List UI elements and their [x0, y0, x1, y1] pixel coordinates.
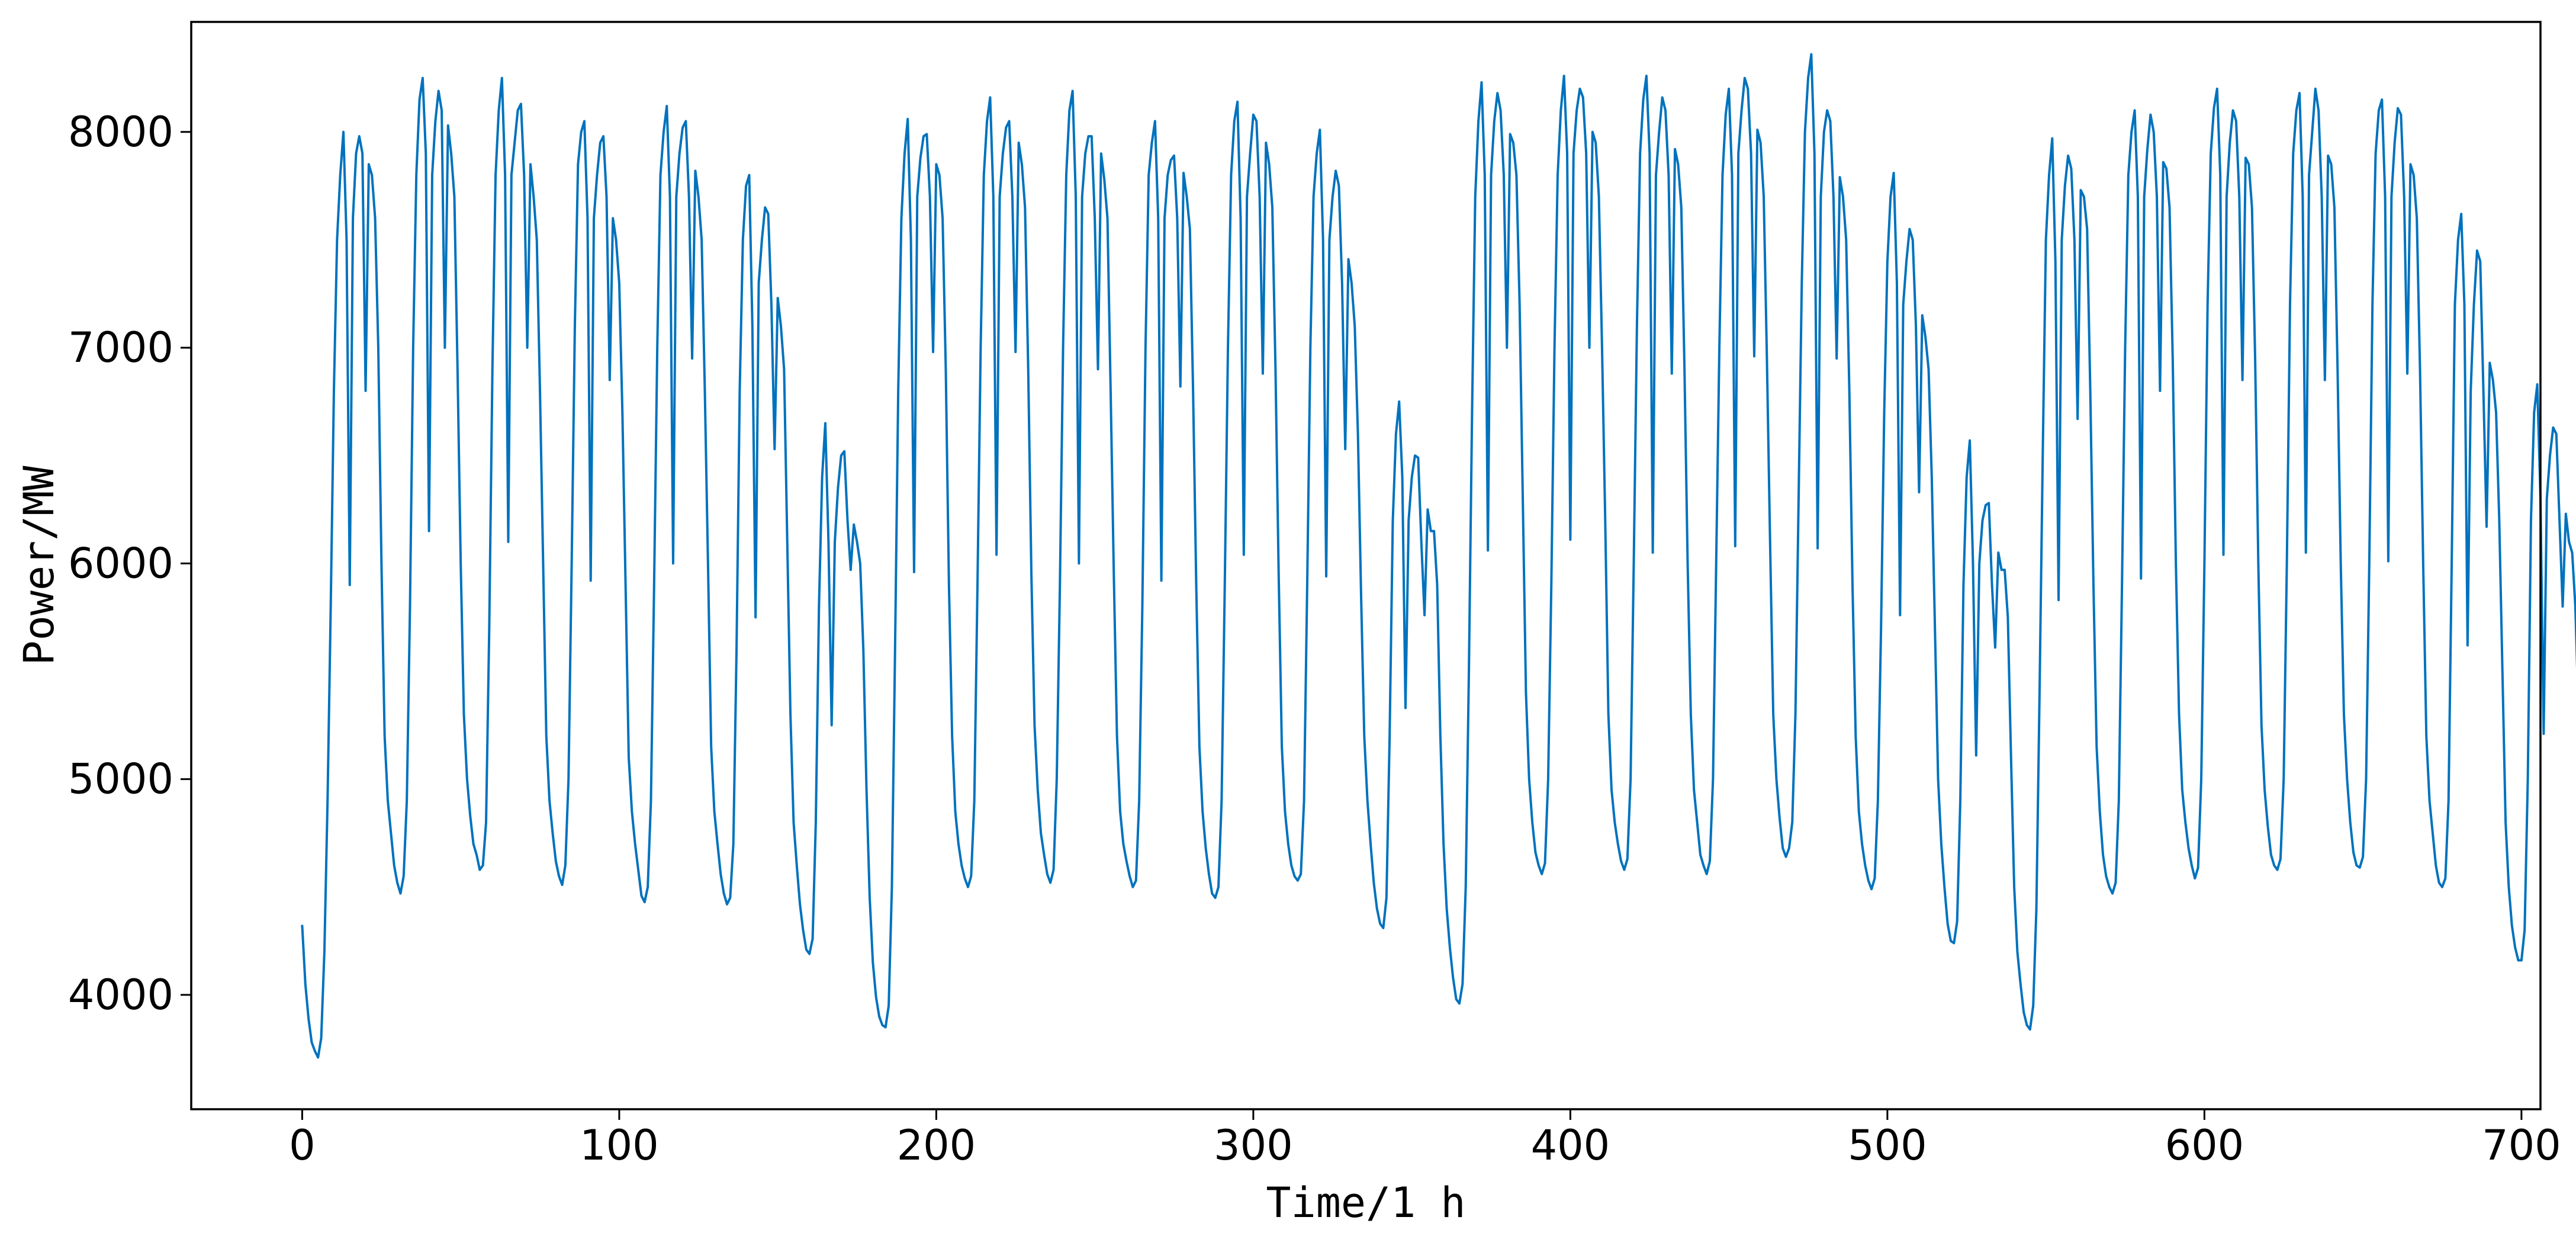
y-axis: 4000 5000 6000 7000 8000 — [68, 108, 191, 1019]
y-tick-label: 6000 — [68, 539, 173, 587]
x-tick-label: 200 — [897, 1121, 976, 1170]
y-tick-label: 5000 — [68, 755, 173, 804]
x-tick-label: 500 — [1848, 1121, 1927, 1170]
y-tick-label: 8000 — [68, 108, 173, 156]
series-line-power — [301, 53, 2576, 1059]
y-tick-label: 7000 — [68, 323, 173, 372]
x-tick-label: 400 — [1531, 1121, 1610, 1170]
x-tick-label: 0 — [289, 1121, 316, 1170]
y-tick-label: 4000 — [68, 971, 173, 1019]
plot-area — [301, 53, 2576, 1059]
x-axis: 0 100 200 300 400 500 600 700 — [289, 1109, 2561, 1170]
x-tick-label: 600 — [2165, 1121, 2244, 1170]
x-tick-label: 700 — [2482, 1121, 2561, 1170]
x-axis-label: Time/1 h — [1266, 1179, 1465, 1227]
x-tick-label: 100 — [580, 1121, 659, 1170]
y-axis-label: Power/MW — [15, 465, 63, 666]
x-tick-label: 300 — [1214, 1121, 1293, 1170]
axes-frame — [190, 21, 2542, 1110]
